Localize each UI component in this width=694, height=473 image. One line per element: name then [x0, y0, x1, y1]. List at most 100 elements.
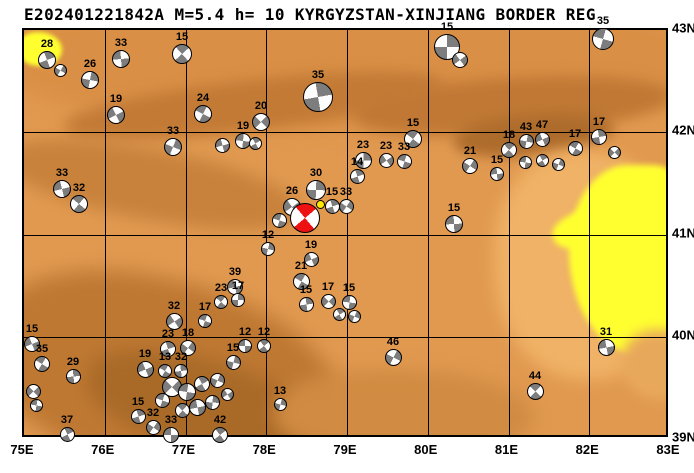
- depth-label: 19: [304, 238, 318, 251]
- depth-label: 17: [231, 280, 245, 292]
- depth-label: 32: [174, 351, 188, 363]
- beachball: [306, 180, 326, 200]
- beachball: [53, 180, 71, 198]
- beachball: [214, 137, 230, 153]
- map-area: 15 35 28 33 15 26 19 24 35 20 19 33 15 23 23 33 14 21 15 18…: [22, 15, 668, 443]
- depth-label: 19: [138, 347, 152, 360]
- beachball: [378, 152, 394, 168]
- depth-label: 15: [226, 341, 240, 354]
- beachball: [180, 340, 196, 356]
- gridline-latitude: [24, 132, 666, 134]
- beachball: [174, 364, 188, 378]
- beachball: [518, 133, 534, 149]
- beachball: [198, 314, 212, 328]
- depth-label: 32: [72, 182, 86, 194]
- depth-label: 15: [440, 21, 454, 33]
- depth-label: 15: [342, 281, 356, 294]
- gridline-longitude: [104, 30, 106, 435]
- depth-label: 19: [109, 93, 123, 105]
- depth-label: 30: [309, 167, 323, 179]
- beachball: [452, 52, 468, 68]
- beachball: [303, 251, 319, 267]
- depth-label: 23: [379, 139, 393, 152]
- lon-tick-label: 83E: [656, 442, 680, 457]
- beachball: [324, 198, 340, 214]
- beachball: [526, 382, 544, 400]
- depth-label: 44: [528, 369, 542, 382]
- depth-label: 24: [196, 92, 210, 104]
- depth-label: 13: [273, 384, 287, 397]
- lon-tick-label: 78E: [252, 442, 276, 457]
- beachball: [38, 51, 56, 69]
- gridline-longitude: [266, 30, 268, 435]
- lon-tick-label: 79E: [333, 442, 357, 457]
- beachball: [607, 145, 621, 159]
- beachball: [252, 113, 270, 131]
- depth-label: 42: [213, 414, 227, 426]
- beachball: [534, 131, 550, 147]
- beachball: [163, 427, 179, 443]
- beachball: [535, 153, 549, 167]
- beachball: [188, 398, 206, 416]
- beachball: [225, 354, 241, 370]
- depth-label: 26: [83, 58, 97, 70]
- beachball: [29, 398, 43, 412]
- depth-label: 33: [114, 37, 128, 49]
- depth-label: 15: [131, 395, 145, 408]
- beachball: [154, 392, 170, 408]
- beachball: [130, 408, 146, 424]
- depth-label: 15: [490, 154, 504, 166]
- beachball-layer: 15 35 28 33 15 26 19 24 35 20 19 33 15 23 23 33 14 21 15 18…: [24, 15, 666, 443]
- lon-tick-label: 80E: [414, 442, 438, 457]
- beachball: [462, 158, 478, 174]
- beachball: [70, 195, 88, 213]
- gridline-longitude: [185, 30, 187, 435]
- beachball: [591, 129, 607, 145]
- beachball: [597, 338, 615, 356]
- beachball: [178, 383, 196, 401]
- depth-label: 35: [35, 343, 49, 355]
- lat-tick-label: 39N: [672, 429, 694, 445]
- beachball: [194, 376, 210, 392]
- beachball: [174, 402, 190, 418]
- beachball: [261, 242, 275, 256]
- depth-label: 17: [592, 116, 606, 128]
- depth-label: 15: [325, 185, 339, 198]
- beachball: [220, 387, 234, 401]
- beachball: [338, 198, 354, 214]
- event-beachball: [290, 203, 320, 233]
- depth-label: 15: [25, 323, 39, 335]
- depth-label: 15: [299, 283, 313, 296]
- beachball: [204, 394, 220, 410]
- depth-label: 19: [236, 120, 250, 132]
- gridline-longitude: [427, 30, 429, 435]
- depth-label: 33: [164, 414, 178, 426]
- depth-label: 29: [66, 355, 80, 368]
- depth-label: 23: [214, 282, 228, 294]
- gridline-latitude: [24, 234, 666, 236]
- beachball: [209, 372, 225, 388]
- lat-tick-label: 40N: [672, 327, 694, 343]
- beachball: [349, 168, 365, 184]
- beachball: [194, 105, 212, 123]
- beachball: [501, 142, 517, 158]
- beachball: [273, 397, 287, 411]
- beachball: [292, 272, 310, 290]
- depth-label: 47: [535, 118, 549, 131]
- lon-tick-label: 77E: [171, 442, 196, 457]
- lon-tick-label: 76E: [91, 442, 115, 457]
- lon-tick-label: 82E: [575, 442, 599, 457]
- depth-label: 35: [596, 15, 610, 27]
- depth-label: 46: [386, 335, 400, 348]
- beachball: [53, 63, 67, 77]
- event-title: E202401221842A M=5.4 h= 10 KYRGYZSTAN-XI…: [24, 5, 596, 24]
- depth-label: 21: [294, 259, 308, 272]
- depth-label: 21: [463, 145, 477, 157]
- lat-tick-label: 43N: [672, 20, 694, 36]
- beachball: [65, 368, 81, 384]
- depth-label: 23: [161, 328, 175, 340]
- beachball: [165, 312, 183, 330]
- beachball: [231, 293, 245, 307]
- beachball: [24, 336, 40, 352]
- beachball: [112, 50, 130, 68]
